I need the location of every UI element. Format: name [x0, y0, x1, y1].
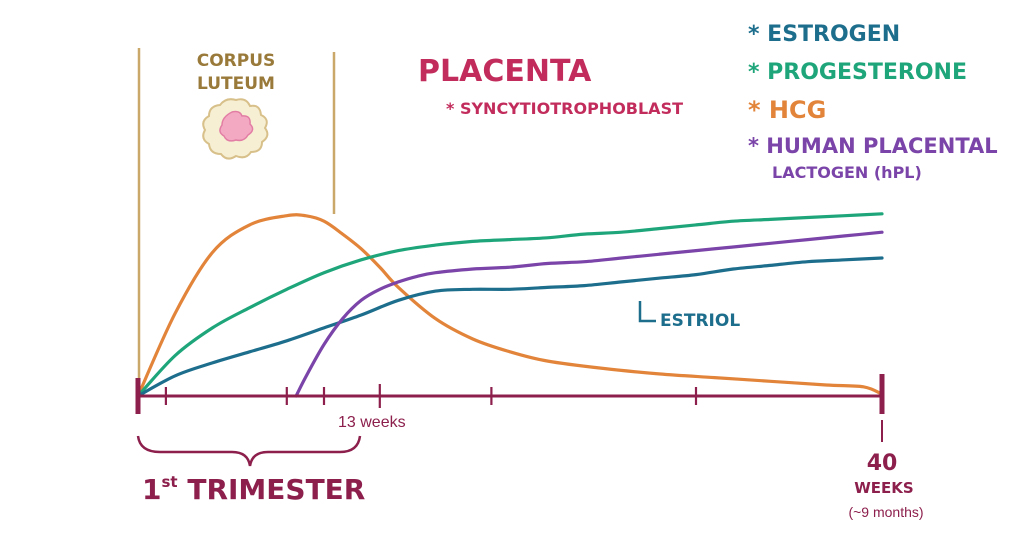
progesterone-curve — [136, 212, 884, 398]
legend-estrogen: * ESTROGEN — [748, 22, 900, 47]
estriol-pointer — [638, 301, 656, 323]
trimester-label: 1st TRIMESTER — [142, 473, 365, 506]
estriol-label: ESTRIOL — [660, 311, 740, 331]
estrogen-curve — [136, 256, 884, 398]
corpus-luteum-icon — [202, 98, 269, 160]
legend-hcg: * HCG — [748, 96, 826, 124]
corpus-luteum-label-line2: LUTEUM — [197, 74, 275, 94]
legend-hpl-line2: LACTOGEN (hPL) — [772, 163, 922, 182]
corpus-luteum-label-line1: CORPUS — [197, 51, 276, 71]
syncytiotrophoblast-label: * SYNCYTIOTROPHOBLAST — [446, 99, 683, 118]
months-note: (~9 months) — [848, 504, 923, 520]
legend-hpl-line1: * HUMAN PLACENTAL — [748, 134, 998, 158]
legend-progesterone: * PROGESTERONE — [748, 60, 967, 85]
trimester-brace — [136, 435, 362, 467]
placenta-title: PLACENTA — [418, 54, 592, 89]
weeks-13-label: 13 weeks — [338, 414, 406, 431]
hpl-curve — [294, 230, 884, 398]
weeks-40-word: WEEKS — [854, 479, 913, 497]
weeks-40-number: 40 — [867, 451, 898, 476]
